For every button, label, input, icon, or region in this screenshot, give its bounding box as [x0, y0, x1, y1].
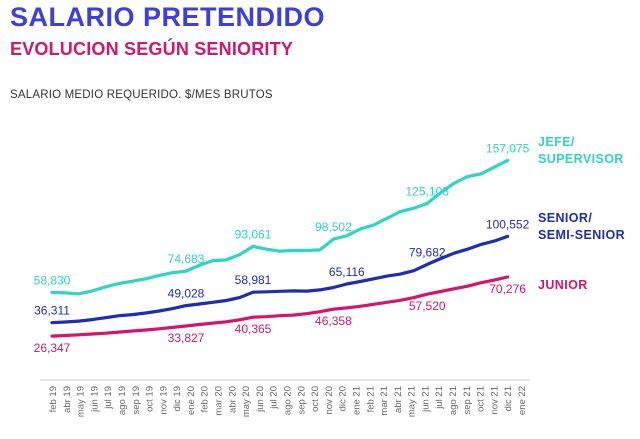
series-line-senior [50, 234, 510, 325]
y-axis-label: SALARIO MEDIO REQUERIDO. $/MES BRUTOS [10, 89, 273, 101]
x-tick-label: abr 19 [62, 386, 73, 413]
x-tick-label: feb 21 [365, 386, 376, 412]
x-tick-label: jul 19 [103, 386, 114, 410]
x-tick-label: mar 20 [214, 386, 225, 416]
data-label: 74,683 [168, 252, 205, 266]
data-label: 58,981 [235, 273, 272, 287]
series-name-label: JUNIOR [538, 278, 588, 292]
x-tick-label: jul 20 [269, 386, 280, 410]
data-label: 157,075 [486, 141, 530, 155]
data-label: 40,365 [235, 322, 272, 336]
x-tick-label: jul 21 [434, 386, 445, 410]
series-name-label: SEMI-SENIOR [538, 228, 625, 242]
data-label: 36,311 [34, 304, 70, 318]
x-tick-label: abr 20 [227, 386, 238, 413]
x-tick-label: ago 19 [117, 386, 128, 415]
x-tick-label: oct 21 [476, 386, 487, 412]
data-label: 93,061 [235, 227, 272, 241]
x-tick-label: oct 20 [310, 386, 321, 412]
x-tick-label: feb 19 [48, 386, 59, 412]
data-label: 100,552 [486, 217, 530, 231]
x-tick-label: dic 20 [338, 386, 349, 411]
x-tick-label: jun 19 [89, 386, 100, 413]
data-label: 26,347 [34, 341, 71, 355]
series-name-label: SENIOR/ [538, 211, 592, 225]
x-tick-label: sep 19 [131, 386, 142, 415]
data-label: 49,028 [168, 287, 205, 301]
x-tick-label: may 21 [407, 386, 418, 417]
x-tick-label: dic 19 [172, 386, 183, 411]
data-label: 125,103 [406, 184, 450, 198]
x-tick-label: ago 20 [283, 386, 294, 415]
x-tick-label: sep 21 [462, 386, 473, 415]
data-label: 70,276 [489, 282, 526, 296]
x-tick-label: jun 20 [255, 386, 266, 413]
x-tick-label: jun 21 [420, 386, 431, 413]
series-line-jefe [50, 158, 510, 296]
series-line-junior [50, 275, 510, 338]
x-tick-label: dic 21 [503, 386, 514, 411]
chart-title: SALARIO PRETENDIDO [10, 2, 326, 32]
data-label: 33,827 [168, 331, 205, 345]
x-tick-label: nov 19 [158, 386, 169, 415]
x-tick-label: may 19 [76, 386, 87, 417]
data-label: 65,116 [329, 265, 365, 279]
x-tick-label: sep 20 [296, 386, 307, 415]
x-tick-label: nov 20 [324, 386, 335, 415]
x-tick-label: ene 21 [351, 386, 362, 415]
chart-subtitle: EVOLUCION SEGÚN SENIORITY [10, 39, 294, 59]
data-label: 58,830 [34, 273, 71, 287]
x-tick-label: abr 21 [393, 386, 404, 413]
x-tick-label: oct 19 [145, 386, 156, 412]
x-tick-label: nov 21 [489, 386, 500, 415]
x-tick-label: may 20 [241, 386, 252, 417]
x-tick-label: mar 21 [379, 386, 390, 416]
x-tick-label: ene 20 [186, 386, 197, 415]
data-label: 98,502 [315, 220, 352, 234]
x-tick-label: feb 20 [200, 386, 211, 412]
x-tick-label: ene 22 [517, 386, 528, 415]
series-name-label: SUPERVISOR [538, 152, 624, 166]
data-label: 79,682 [409, 245, 446, 259]
series-name-label: JEFE/ [538, 135, 575, 149]
data-label: 46,358 [315, 314, 352, 328]
x-tick-label: ago 21 [448, 386, 459, 415]
data-label: 57,520 [409, 299, 446, 313]
